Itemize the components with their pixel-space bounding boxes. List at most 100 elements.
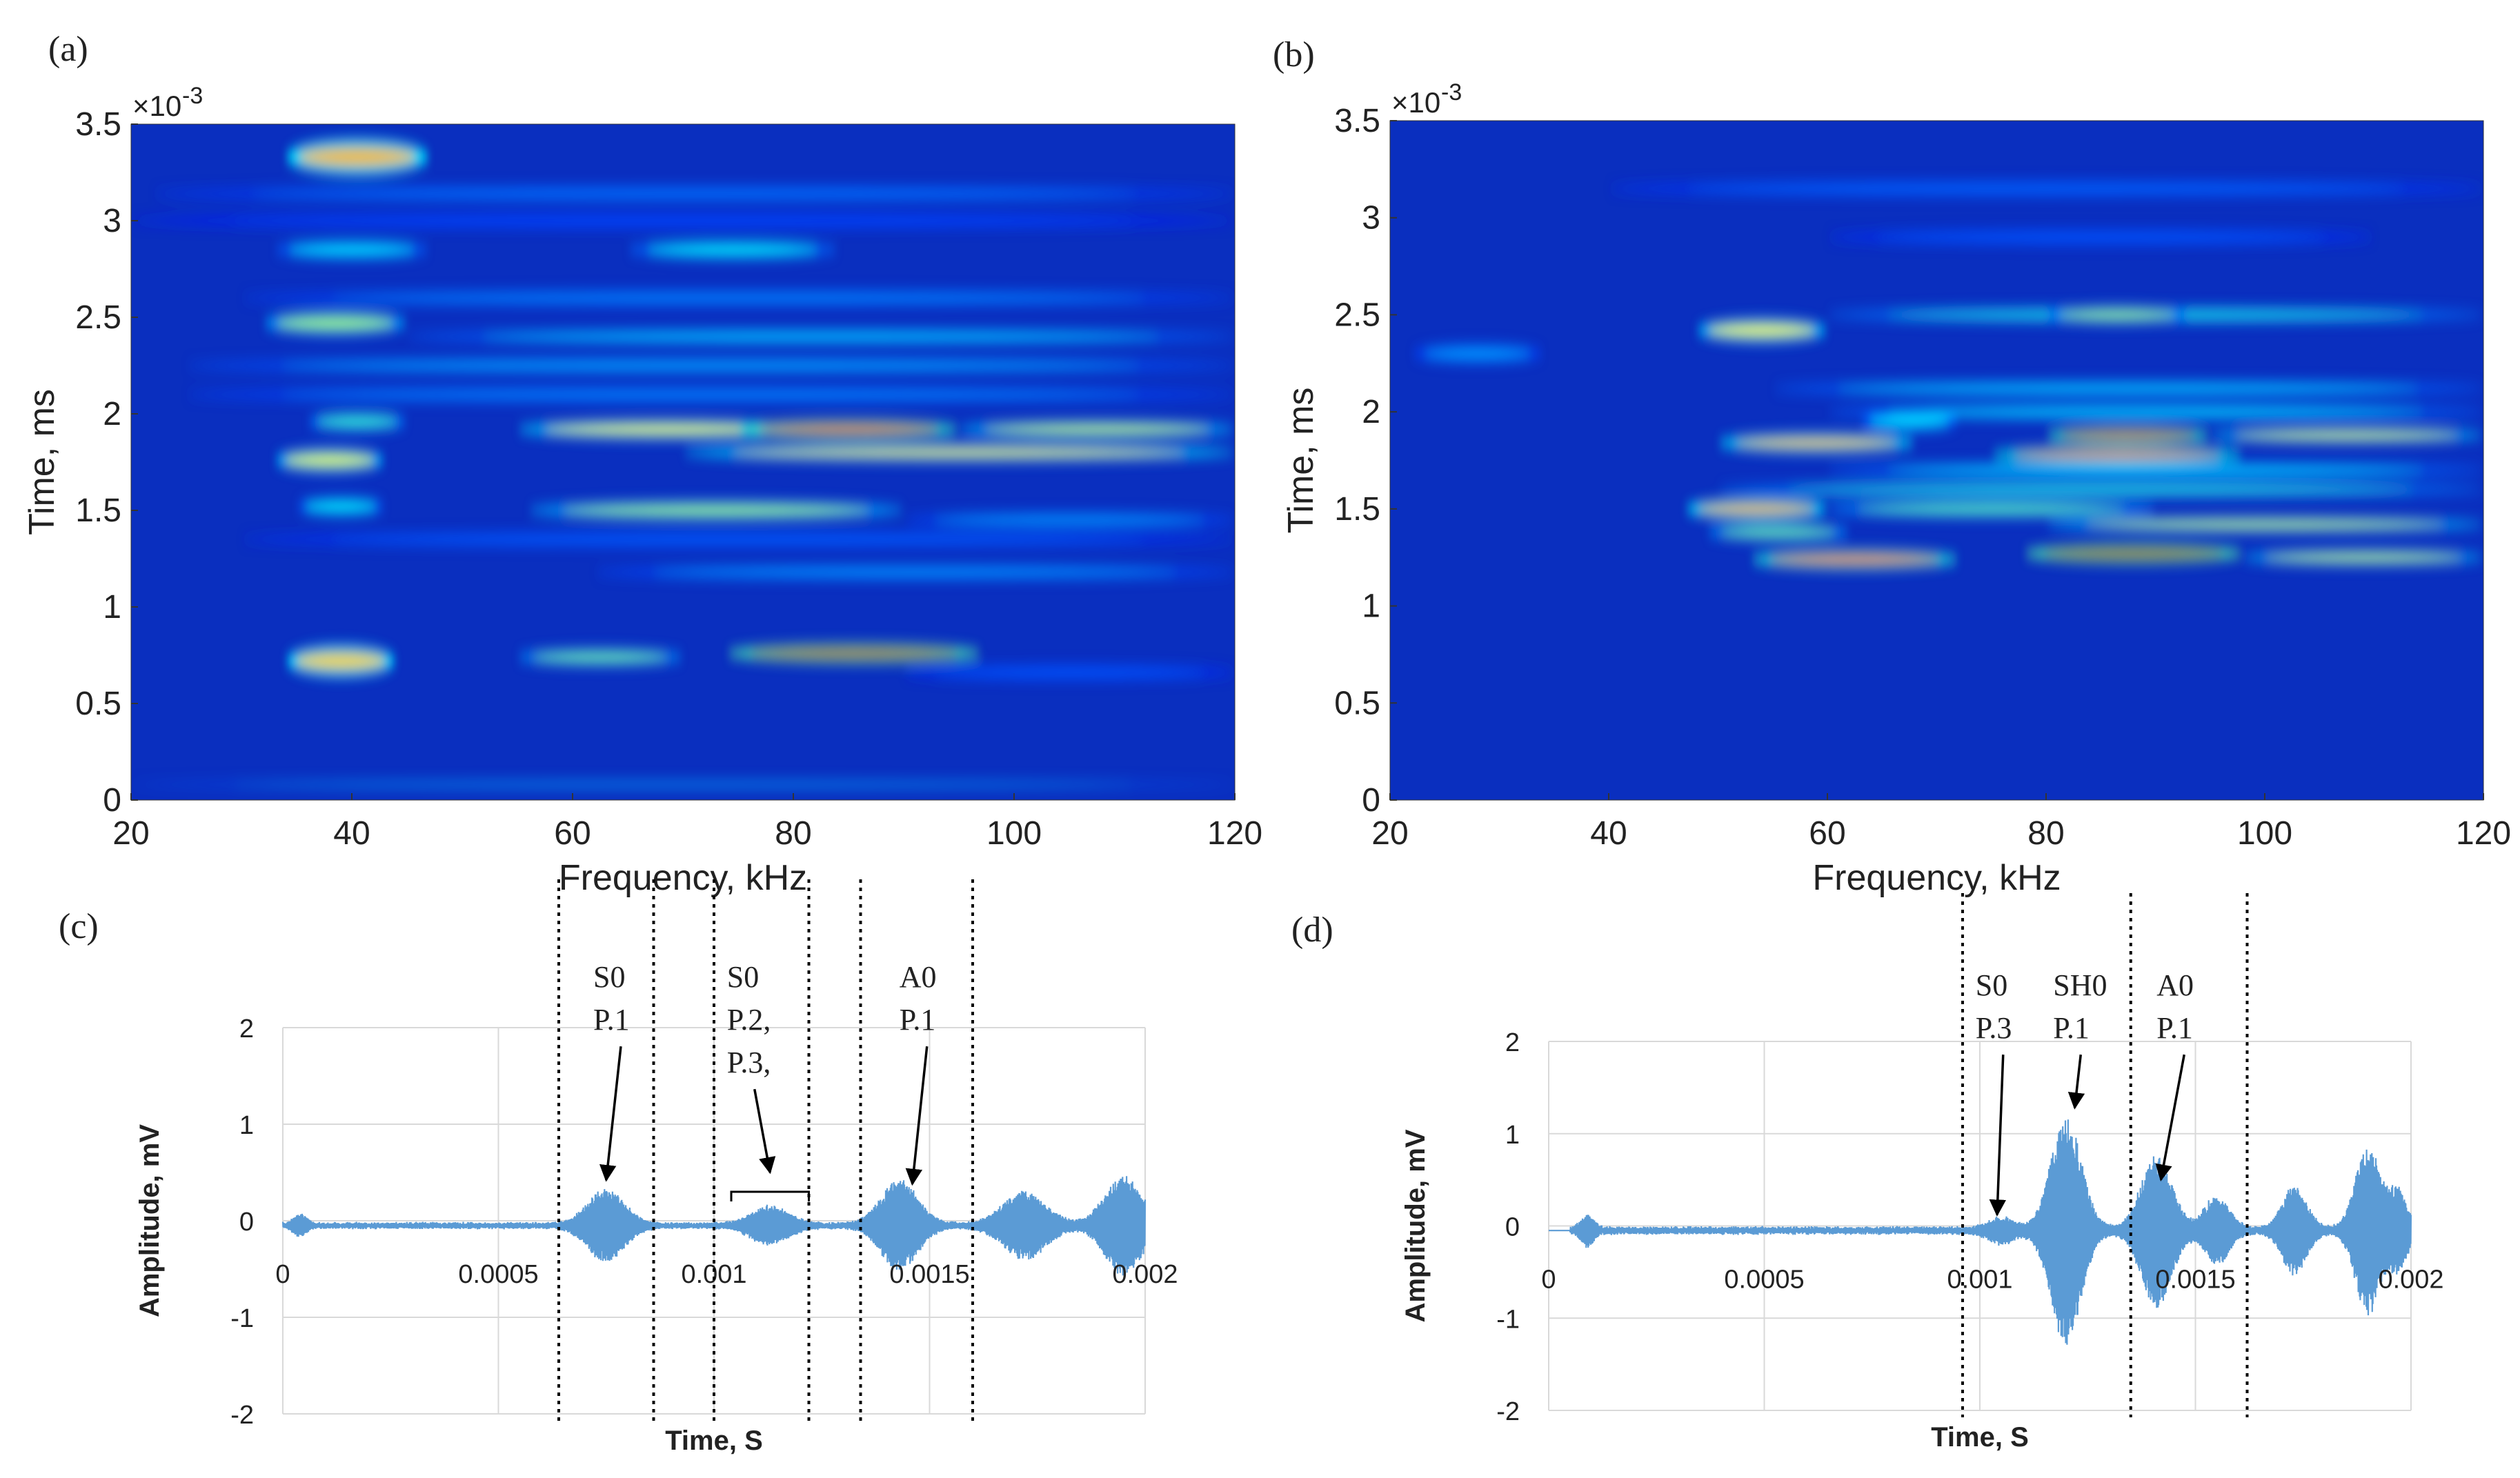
y-tick-label: 2 (239, 1015, 254, 1043)
y-exponent-power: -3 (1441, 79, 1462, 106)
y-tick-label: -2 (1496, 1397, 1520, 1426)
heatmap-band-core (1836, 385, 2420, 392)
heatmap-band-core (276, 317, 395, 329)
y-tick-label: -1 (1496, 1305, 1520, 1334)
heatmap-band-core (280, 361, 1141, 370)
heatmap-band-core (2043, 548, 2223, 559)
y-tick-label: 0 (103, 782, 121, 819)
annotation-label: S0 (1976, 968, 2007, 1002)
heatmap-band-core (2234, 431, 2459, 439)
y-exponent-label: ×10 (132, 90, 181, 122)
x-tick-label: 120 (2456, 815, 2511, 852)
panel-b-spectrogram: (b) 0 0.5 1 1.5 2 2.5 3 3.5 20 40 60 80 100 120 ×10 -3 F… (1273, 35, 2511, 898)
y-tick-label: 0 (239, 1208, 254, 1237)
y-tick-label: 3 (103, 203, 121, 239)
y-tick-label: -2 (230, 1401, 254, 1430)
heatmap-band-core (2264, 554, 2462, 561)
annotation-bracket (730, 1190, 810, 1201)
y-tick-label: 1.5 (75, 492, 121, 529)
heatmap-band-core (750, 648, 958, 658)
panel-c-label: (c) (59, 907, 99, 946)
x-tick-label: 0 (275, 1260, 290, 1289)
y-tick-label: 2.5 (75, 299, 121, 336)
heatmap-band-core (2061, 431, 2196, 439)
heatmap-band-core (1769, 555, 1941, 564)
x-tick-label: 0.0015 (2155, 1266, 2235, 1295)
x-tick-label: 100 (2237, 815, 2292, 852)
heatmap-band-core (316, 417, 399, 426)
y-tick-label: 2 (1362, 394, 1380, 430)
panel-b-heatmap: 0 0.5 1 1.5 2 2.5 3 3.5 20 40 60 80 100 120 ×10 -3 Frequ… (1281, 79, 2511, 898)
heatmap-band-core (295, 652, 386, 670)
panel-b-label: (b) (1273, 35, 1315, 74)
y-tick-label: 0 (1362, 782, 1380, 819)
panel-a-spectrogram: (a) 0 0.5 1 1.5 2 2.5 3 3.5 20 40 60 80 100 120 ×10 -3 F… (22, 30, 1262, 898)
heatmap-band-core (1869, 417, 1950, 426)
x-tick-label: 0.001 (681, 1260, 746, 1289)
x-tick-label: 40 (333, 815, 370, 852)
x-tick-label: 0.0015 (889, 1260, 969, 1289)
heatmap-bands (131, 139, 1235, 788)
heatmap-band-core (933, 516, 1205, 524)
panel-d-waveform: (d) -2 -1 0 1 2 0 0.0005 0.001 0.0015 0.002 S0 P.3 S… (1291, 893, 2444, 1452)
x-tick-label: 80 (775, 815, 811, 852)
heatmap-band-core (304, 501, 377, 512)
heatmap-band-core (284, 454, 375, 466)
heatmap-band-core (757, 424, 940, 435)
y-tick-label: 1 (239, 1111, 254, 1140)
annotation-arrow (599, 1046, 622, 1182)
annotation-arrow (2067, 1054, 2085, 1110)
waveform-series (1549, 1119, 2412, 1345)
x-axis-title: Frequency, kHz (1812, 858, 2061, 898)
y-tick-label: 1.5 (1334, 491, 1380, 528)
annotation-label: P.1 (593, 1003, 630, 1037)
y-tick-label: -1 (230, 1304, 254, 1333)
x-tick-label: 20 (1371, 815, 1408, 852)
panel-a-heatmap: 0 0.5 1 1.5 2 2.5 3 3.5 20 40 60 80 100 120 ×10 -3 Frequ… (22, 83, 1262, 898)
heatmap-band-core (250, 190, 1138, 197)
y-axis-title: Amplitude, mV (135, 1124, 165, 1317)
x-axis-title: Time, S (665, 1426, 763, 1456)
x-tick-label: 0.001 (1947, 1266, 2012, 1295)
x-axis-title: Time, S (1931, 1422, 2029, 1452)
heatmap-bands (1411, 181, 2483, 568)
x-tick-label: 100 (986, 815, 1042, 852)
heatmap-band-core (933, 669, 1205, 677)
annotation-label: P.2, (727, 1003, 771, 1037)
annotation-label: S0 (593, 960, 625, 994)
y-tick-label: 1 (103, 589, 121, 626)
annotation-label: SH0 (2053, 968, 2107, 1002)
y-axis-title: Amplitude, mV (1400, 1129, 1431, 1322)
y-axis-title: Time, ms (22, 389, 62, 535)
x-tick-label: 40 (1590, 815, 1627, 852)
heatmap-band-core (330, 535, 1146, 543)
y-tick-label: 0.5 (75, 686, 121, 722)
x-tick-label: 0.0005 (1724, 1266, 1804, 1295)
x-tick-label: 60 (554, 815, 591, 852)
heatmap-band-core (1886, 466, 2425, 474)
annotation-label: P.3 (1976, 1011, 2012, 1045)
panel-c-waveform: (c) -2 -1 0 1 2 0 0.0005 0.001 0.0015 0.002 S0 P.1 S… (59, 879, 1178, 1456)
y-exponent-label: ×10 (1391, 86, 1440, 119)
heatmap-band-core (1736, 438, 1898, 448)
heatmap-band-core (1856, 504, 2126, 513)
annotation-label: P.1 (2156, 1011, 2193, 1045)
annotation-label: S0 (727, 960, 759, 994)
y-exponent-power: -3 (182, 83, 203, 109)
heatmap-band-core (562, 506, 871, 515)
heatmap-band-core (1787, 486, 2415, 493)
heatmap-band-core (2085, 521, 2444, 528)
heatmap-band-core (652, 568, 1178, 576)
heatmap-band-core (646, 245, 819, 254)
heatmap-band-core (984, 425, 1210, 434)
waveform-series (281, 1176, 1147, 1276)
y-tick-label: 2 (103, 396, 121, 432)
heatmap-frame (1389, 120, 2484, 801)
heatmap-band-core (298, 148, 417, 167)
annotation-arrow (1989, 1055, 2007, 1217)
heatmap-band-core (2014, 450, 2221, 459)
annotation-label: P.1 (900, 1003, 936, 1037)
heatmap-band-core (330, 294, 1146, 302)
heatmap-band-core (1707, 324, 1816, 337)
